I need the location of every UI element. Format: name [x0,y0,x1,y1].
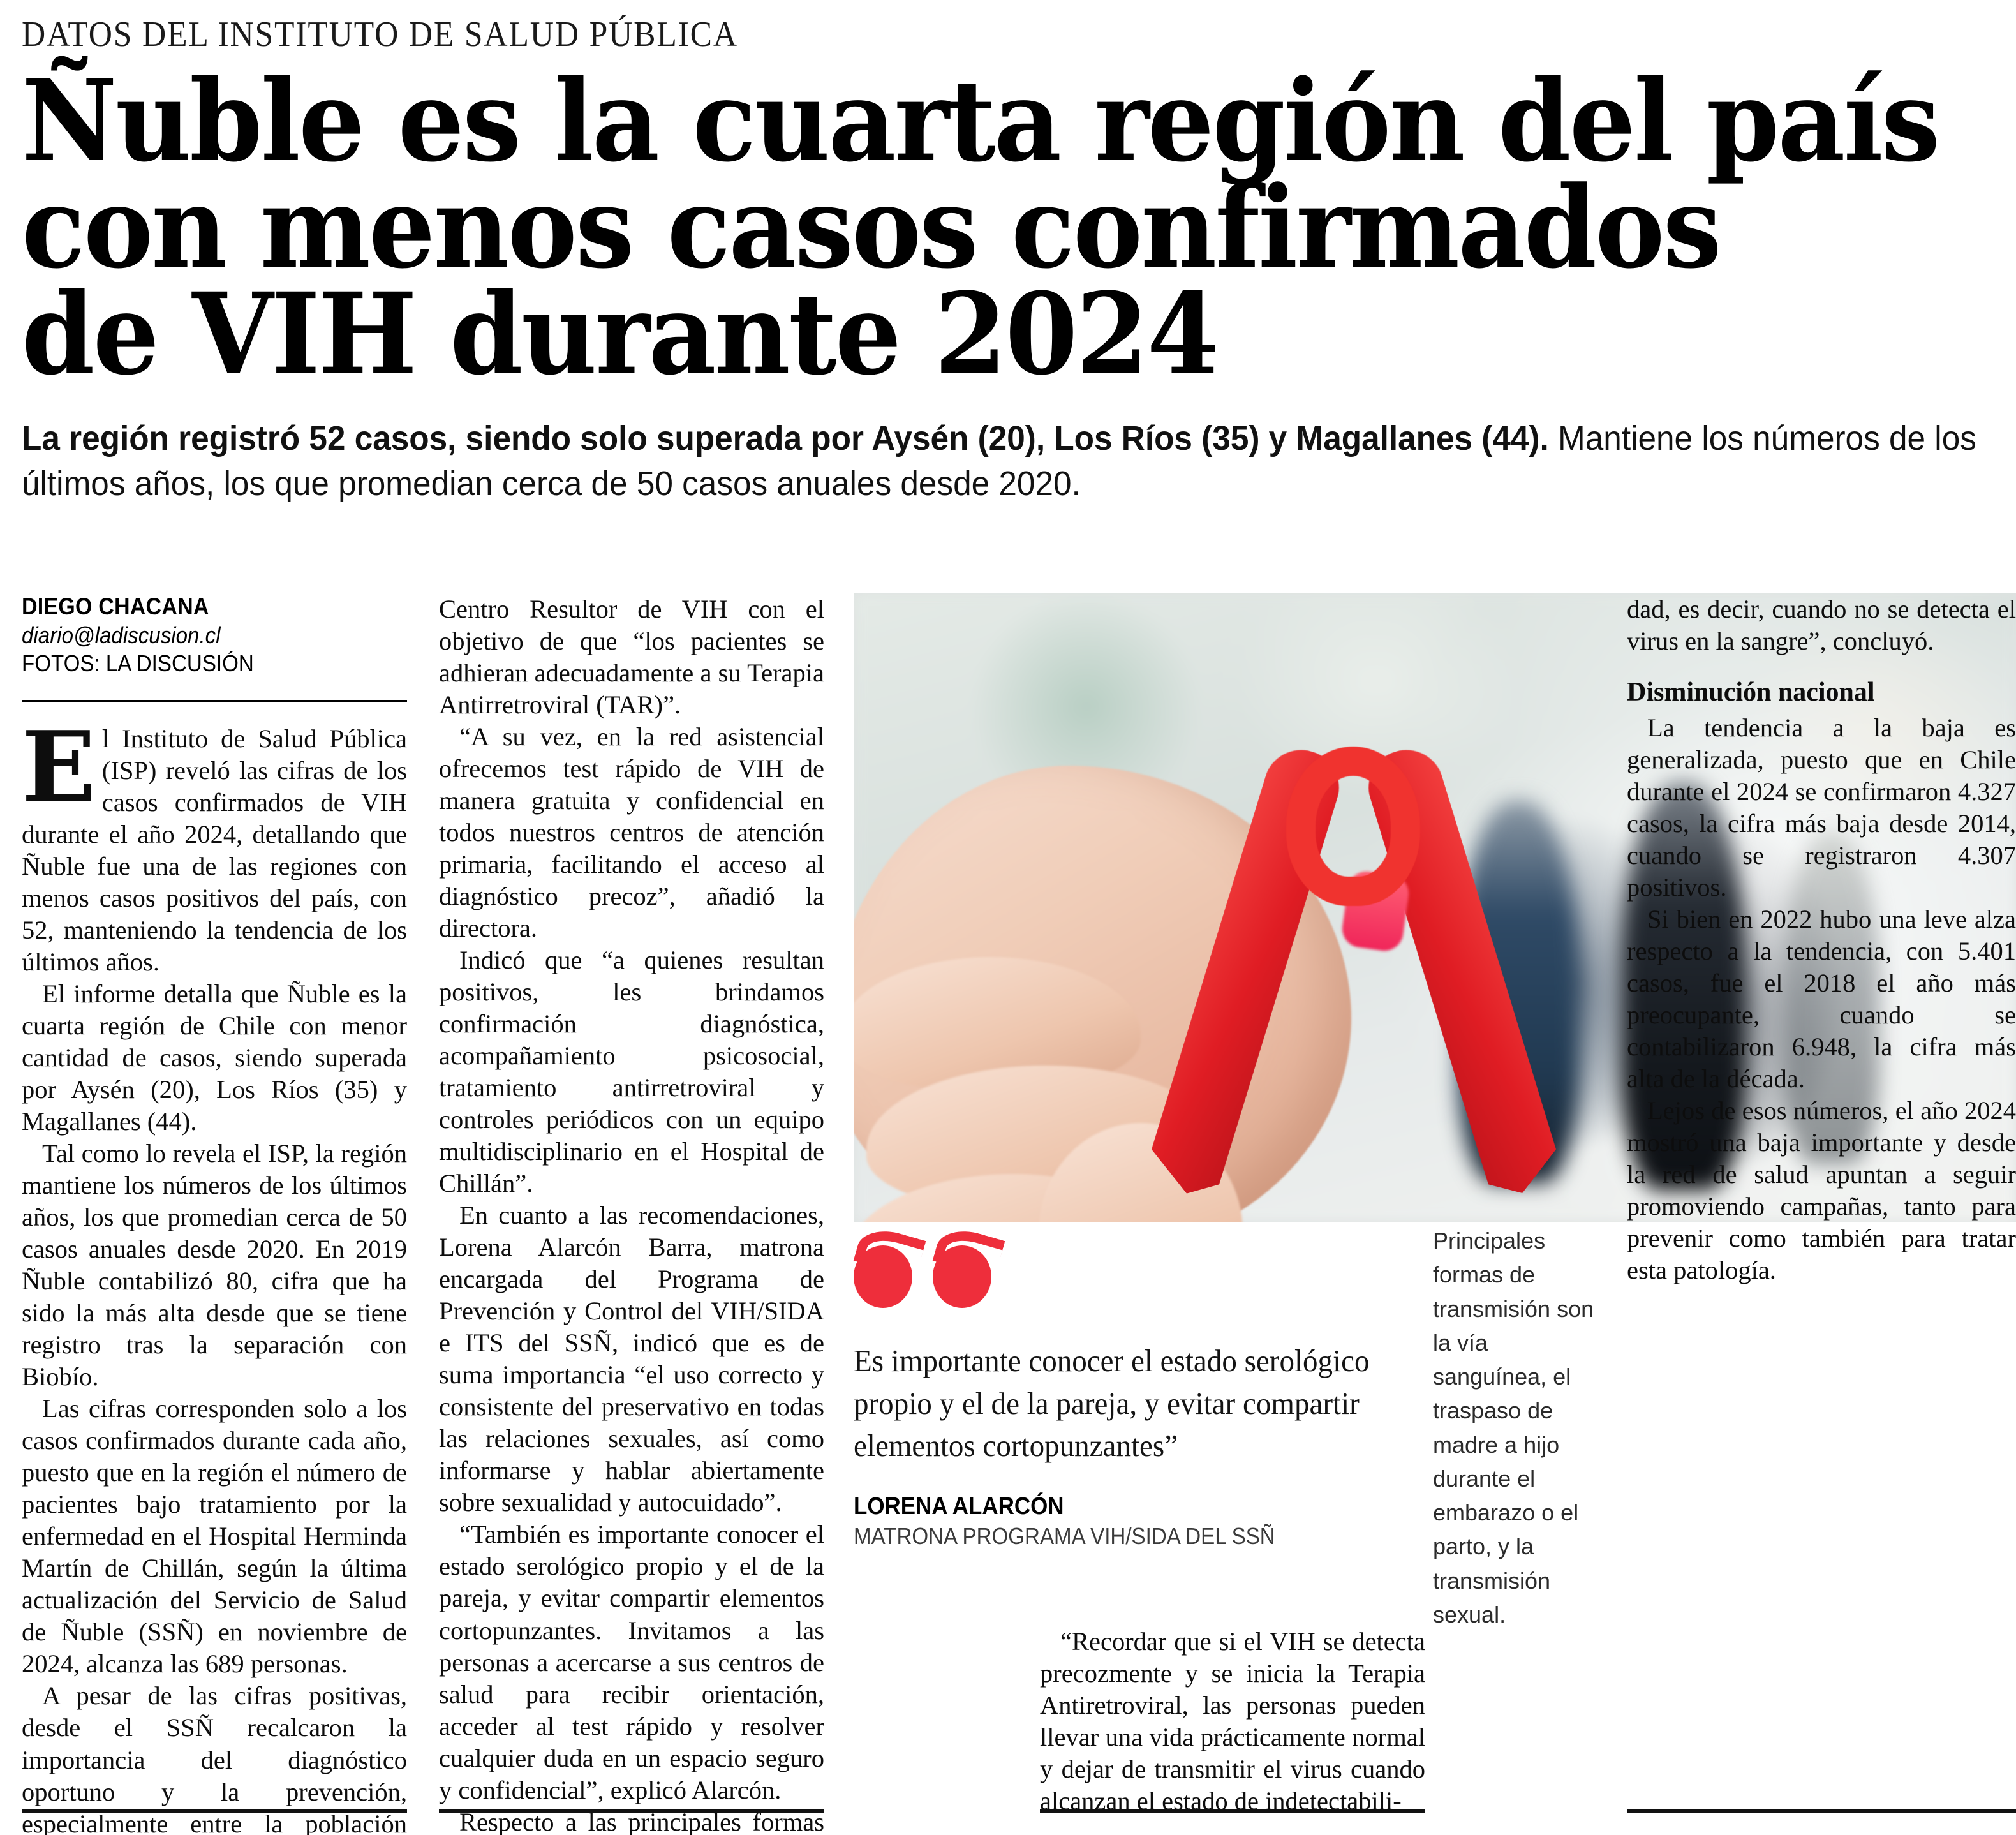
pull-quote-author: LORENA ALARCÓN [854,1492,1064,1520]
quote-mark-ball [933,1245,991,1308]
byline-email: diario@ladiscusion.cl [22,622,221,648]
paragraph: “También es importante conocer el estado… [439,1520,824,1804]
drop-cap: E [22,709,96,824]
byline-divider [22,700,407,702]
side-note: Principales formas de transmisión son la… [1433,1228,1594,1628]
bottom-center-block: “Recordar que si el VIH se detecta preco… [1040,1626,1425,1817]
pull-quote: Es importante conocer el estado serológi… [853,1223,1402,1550]
quote-mark-ball [854,1245,912,1308]
paragraph: “A su vez, en la red asistencial ofrecem… [439,722,824,943]
column-end-rule [22,1809,407,1813]
bottom-center-text: “Recordar que si el VIH se detecta preco… [1040,1626,1425,1817]
paragraph: Lejos de esos números, el año 2024 mostr… [1627,1096,2016,1285]
quote-mark-right-icon [932,1223,1005,1308]
ribbon-loop [1286,747,1420,906]
byline: DIEGO CHACANA diario@ladiscusion.cl FOTO… [22,593,407,677]
column-one: DIEGO CHACANA diario@ladiscusion.cl FOTO… [22,593,407,1835]
paragraph: A pesar de las cifras positivas, desde e… [22,1681,407,1835]
paragraph: dad, es decir, cuando no se detecta el v… [1627,595,2016,656]
lede-paragraph: La región registró 52 casos, siendo solo… [22,416,2004,507]
paragraph: En cuanto a las recomendaciones, Lorena … [439,1201,824,1517]
red-ribbon-icon [1249,752,1517,1211]
paragraph: “Recordar que si el VIH se detecta preco… [1040,1627,1425,1816]
paragraph: Si bien en 2022 hubo una leve alza respe… [1627,904,2016,1094]
quote-mark-left-icon [853,1223,926,1308]
headline-line-2: con menos casos confirmados [22,161,1722,294]
column-end-rule [1040,1809,1425,1813]
lede-rest: Mantiene los números de los últimos años… [22,419,1976,503]
paragraph: La tendencia a la baja es generalizada, … [1627,713,2016,902]
byline-author: DIEGO CHACANA [22,593,209,620]
column-four: dad, es decir, cuando no se detecta el v… [1627,593,2016,1286]
pull-quote-role: MATRONA PROGRAMA VIH/SIDA DEL SSÑ [854,1522,1275,1549]
article-body: DIEGO CHACANA diario@ladiscusion.cl FOTO… [22,593,2016,1835]
quote-mark-icon [853,1223,1402,1308]
article-photo [854,593,2016,1222]
paragraph: Centro Resultor de VIH con el objetivo d… [439,595,824,720]
pull-quote-text: Es importante conocer el estado serológi… [854,1343,1370,1464]
paragraph: Las cifras corresponden solo a los casos… [22,1394,407,1679]
paragraph-text: l Instituto de Salud Pública (ISP) revel… [22,724,407,977]
column-two-text: Centro Resultor de VIH con el objetivo d… [439,593,824,1835]
headline-line-3: de VIH durante 2024 [22,268,1220,401]
blurred-figure [1783,832,1879,1164]
headline-line-1: Ñuble es la cuarta región del país [22,55,1940,187]
column-four-text: dad, es decir, cuando no se detecta el v… [1627,593,2016,1286]
column-end-rule [439,1809,824,1813]
lede-bold: La región registró 52 casos, siendo solo… [22,419,1549,457]
byline-photo-credit: FOTOS: LA DISCUSIÓN [22,650,254,676]
paragraph: Tal como lo revela el ISP, la región man… [22,1139,407,1392]
paragraph: Indicó que “a quienes resultan positivos… [439,946,824,1198]
column-two: Centro Resultor de VIH con el objetivo d… [439,593,824,1835]
column-end-rule [1627,1809,2016,1813]
section-subhead: Disminución nacional [1627,678,1875,708]
paragraph: El informe detalla que Ñuble es la cuart… [22,979,407,1136]
blurred-figure [1620,782,1745,1191]
kicker-label: DATOS DEL INSTITUTO DE SALUD PÚBLICA [22,15,738,54]
page-title: Ñuble es la cuarta región del país con m… [22,55,1940,401]
